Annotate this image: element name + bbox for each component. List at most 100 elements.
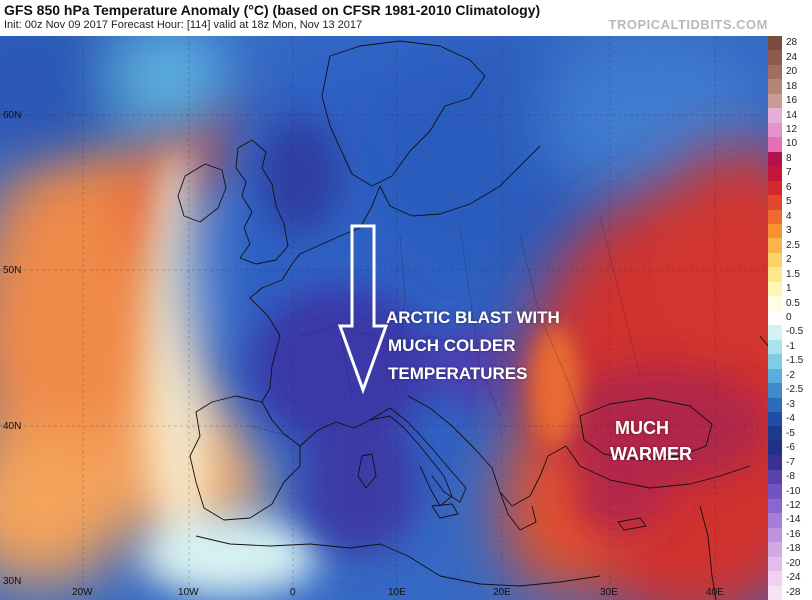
colorbar-step: -20 — [768, 556, 812, 572]
colorbar-label: 2.5 — [786, 239, 800, 251]
colorbar-swatch — [768, 498, 782, 514]
lon-label-30e: 30E — [600, 587, 618, 598]
colorbar-swatch — [768, 585, 782, 600]
colorbar-swatch — [768, 238, 782, 253]
colorbar-label: 2 — [786, 254, 792, 266]
colorbar-step: -1.5 — [768, 354, 812, 369]
colorbar-label: 7 — [786, 167, 792, 179]
colorbar-swatch — [768, 412, 782, 427]
colorbar-step: 0.5 — [768, 296, 812, 311]
lon-label-20e: 20E — [493, 587, 511, 598]
colorbar-swatch — [768, 426, 782, 441]
colorbar-label: 8 — [786, 152, 792, 164]
colorbar-swatch — [768, 209, 782, 224]
much-warmer-label-line2: WARMER — [610, 444, 692, 464]
colorbar-step: -6 — [768, 440, 812, 456]
colorbar-label: -7 — [786, 456, 795, 468]
lat-label-60n: 60N — [3, 110, 22, 121]
colorbar-swatch — [768, 513, 782, 528]
colorbar-label: -16 — [786, 528, 801, 540]
colorbar-step: -8 — [768, 469, 812, 485]
colorbar-step: 4 — [768, 209, 812, 224]
colorbar-swatch — [768, 455, 782, 470]
colorbar-label: 20 — [786, 66, 798, 78]
colorbar-step: -0.5 — [768, 325, 812, 340]
colorbar-step: -14 — [768, 513, 812, 528]
colorbar: 28 24 20 18 16 14 12 10 8 7 6 5 4 3 2.5 2 1.5 1 0.5 0 -0.5 -1… — [768, 36, 812, 600]
colorbar-step: -12 — [768, 498, 812, 514]
colorbar-label: 14 — [786, 109, 798, 121]
colorbar-swatch — [768, 252, 782, 268]
colorbar-swatch — [768, 195, 782, 210]
colorbar-label: -12 — [786, 499, 801, 511]
colorbar-swatch — [768, 397, 782, 412]
arctic-blast-label-line2: MUCH COLDER — [388, 336, 516, 355]
colorbar-step: 5 — [768, 195, 812, 210]
colorbar-swatch — [768, 137, 782, 152]
colorbar-label: -28 — [786, 586, 801, 598]
lat-label-40n: 40N — [3, 421, 22, 432]
colorbar-label: 0 — [786, 311, 792, 323]
colorbar-step: 14 — [768, 108, 812, 123]
colorbar-step: 10 — [768, 137, 812, 152]
colorbar-step: -2.5 — [768, 383, 812, 398]
northwest-cold-anomaly — [0, 36, 230, 156]
colorbar-swatch — [768, 79, 782, 94]
colorbar-step: 2 — [768, 252, 812, 268]
colorbar-step: 0 — [768, 310, 812, 326]
colorbar-swatch — [768, 151, 782, 167]
much-warmer-label-line1: MUCH — [615, 418, 669, 438]
colorbar-label: 18 — [786, 80, 798, 92]
colorbar-step: -1 — [768, 339, 812, 355]
colorbar-swatch — [768, 571, 782, 586]
colorbar-swatch — [768, 527, 782, 543]
lon-label-10w: 10W — [178, 587, 199, 598]
lon-label-10e: 10E — [388, 587, 406, 598]
colorbar-label: -8 — [786, 471, 795, 483]
colorbar-swatch — [768, 180, 782, 196]
colorbar-swatch — [768, 166, 782, 181]
colorbar-swatch — [768, 296, 782, 311]
map-title: GFS 850 hPa Temperature Anomaly (°C) (ba… — [4, 2, 541, 18]
colorbar-label: -20 — [786, 557, 801, 569]
colorbar-label: 6 — [786, 181, 792, 193]
colorbar-label: 1.5 — [786, 268, 800, 280]
colorbar-label: -3 — [786, 398, 795, 410]
colorbar-label: -6 — [786, 442, 795, 454]
colorbar-step: 1 — [768, 281, 812, 297]
warm-edge — [530, 326, 580, 446]
brand-watermark: TROPICALTIDBITS.COM — [608, 17, 768, 32]
colorbar-step: -5 — [768, 426, 812, 441]
colorbar-step: 28 — [768, 36, 812, 51]
colorbar-label: 5 — [786, 196, 792, 208]
colorbar-swatch — [768, 325, 782, 340]
colorbar-label: -4 — [786, 413, 795, 425]
colorbar-swatch — [768, 122, 782, 138]
colorbar-step: -3 — [768, 397, 812, 412]
colorbar-swatch — [768, 281, 782, 297]
colorbar-step: 1.5 — [768, 267, 812, 282]
colorbar-step: -16 — [768, 527, 812, 543]
colorbar-label: 28 — [786, 37, 798, 49]
colorbar-step: -4 — [768, 412, 812, 427]
colorbar-step: 16 — [768, 93, 812, 109]
colorbar-step: -24 — [768, 571, 812, 586]
colorbar-swatch — [768, 93, 782, 109]
colorbar-step: -18 — [768, 542, 812, 557]
colorbar-swatch — [768, 224, 782, 239]
colorbar-swatch — [768, 339, 782, 355]
colorbar-label: -2.5 — [786, 384, 804, 396]
arctic-blast-label-line3: TEMPERATURES — [388, 364, 528, 383]
header-bar: GFS 850 hPa Temperature Anomaly (°C) (ba… — [0, 0, 812, 36]
colorbar-label: 12 — [786, 123, 798, 135]
warm-core — [550, 366, 768, 536]
colorbar-swatch — [768, 354, 782, 369]
colorbar-swatch — [768, 440, 782, 456]
colorbar-step: 3 — [768, 224, 812, 239]
colorbar-step: 7 — [768, 166, 812, 181]
colorbar-label: -18 — [786, 543, 801, 555]
lon-label-40e: 40E — [706, 587, 724, 598]
colorbar-label: 10 — [786, 138, 798, 150]
lat-label-50n: 50N — [3, 265, 22, 276]
colorbar-label: -24 — [786, 572, 801, 584]
